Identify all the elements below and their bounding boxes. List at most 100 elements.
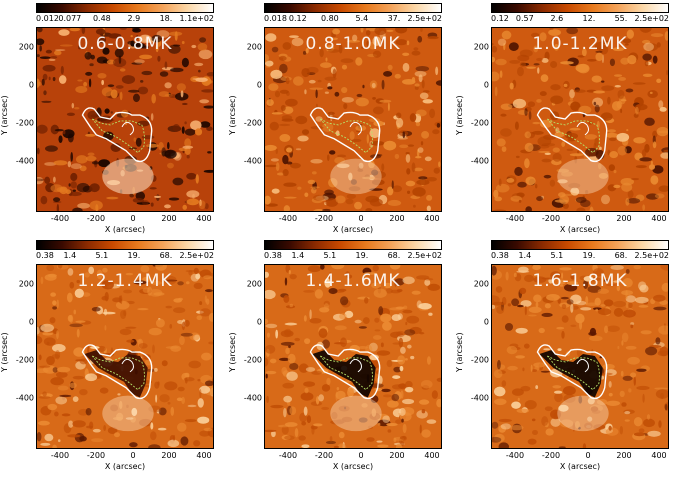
x-tick-label: -400 [50, 451, 70, 460]
panel-3: 0.12 0.57 2.6 12. 55. 2.5e+02 1.0-1.2MK 200 0 -20… [455, 0, 681, 237]
solar-image [492, 28, 668, 211]
x-tick-label: 0 [130, 451, 136, 460]
colorbar-tick-label: 19. [355, 251, 369, 260]
y-axis: 200 0 -200 -400 Y (arcsec) [455, 27, 489, 212]
y-tick-label: -400 [470, 156, 489, 166]
x-tick-label: 400 [196, 214, 212, 223]
x-axis-label: X (arcsec) [104, 462, 146, 471]
colorbar-tick-label: 37. [387, 14, 401, 23]
region-contour-inner [547, 355, 600, 391]
x-tick-label: 200 [161, 214, 177, 223]
colorbar-ticks: 0.38 1.4 5.1 19. 68. 2.5e+02 [491, 251, 669, 261]
y-tick-label: -200 [470, 118, 489, 128]
temperature-bin-label: 1.2-1.4MK [77, 271, 173, 291]
x-tick-label: 0 [358, 451, 364, 460]
colorbar-tick-label: 1.1e+02 [179, 14, 214, 23]
x-tick-label: 400 [196, 451, 212, 460]
y-axis: 200 0 -200 -400 Y (arcsec) [455, 264, 489, 449]
emission-measure-map: 1.2-1.4MK [36, 264, 214, 449]
colorbar [36, 3, 214, 13]
x-axis-label: X (arcsec) [559, 225, 601, 234]
solar-image [265, 265, 441, 448]
colorbar-tick-label: 0.38 [264, 251, 282, 260]
x-axis: -400 -200 0 200 400 [491, 451, 669, 461]
region-contour-inner [92, 118, 145, 154]
colorbar-tick-label: 19. [127, 251, 141, 260]
colorbar-tick-label: 0.80 [320, 14, 339, 23]
x-tick-label: -400 [278, 451, 298, 460]
colorbar-tick-label: 0.12 [491, 14, 509, 23]
emission-measure-map: 1.0-1.2MK [491, 27, 669, 212]
x-axis: -400 -200 0 200 400 [264, 214, 442, 224]
colorbar [264, 3, 442, 13]
x-tick-label: -400 [505, 451, 525, 460]
colorbar-tick-label: 2.5e+02 [407, 251, 442, 260]
y-tick-label: 200 [18, 42, 34, 52]
y-tick-label: 0 [28, 80, 34, 90]
colorbar-tick-label: 12. [582, 14, 596, 23]
colorbar-tick-label: 5.1 [323, 251, 337, 260]
x-tick-label: -200 [541, 451, 561, 460]
x-tick-label: -400 [278, 214, 298, 223]
region-contour-inner [92, 355, 145, 391]
region-contour-core [576, 358, 589, 373]
panel-4: 0.38 1.4 5.1 19. 68. 2.5e+02 1.2-1.4MK 200 0 -200… [0, 237, 226, 474]
colorbar-tick-label: 5.1 [95, 251, 109, 260]
panel-5: 0.38 1.4 5.1 19. 68. 2.5e+02 1.4-1.6MK 200 0 -200… [228, 237, 454, 474]
colorbar-tick-label: 19. [582, 251, 596, 260]
x-tick-label: 0 [130, 214, 136, 223]
x-tick-label: 200 [389, 451, 405, 460]
y-tick-label: 0 [28, 317, 34, 327]
colorbar-tick-label: 0.012 [36, 14, 59, 23]
y-tick-label: -200 [470, 355, 489, 365]
colorbar [264, 240, 442, 250]
y-tick-label: -400 [243, 156, 262, 166]
colorbar-tick-label: 1.4 [518, 251, 532, 260]
colorbar-tick-label: 18. [159, 14, 173, 23]
x-tick-label: -200 [86, 214, 106, 223]
y-tick-label: 0 [256, 317, 262, 327]
y-tick-label: 200 [473, 279, 489, 289]
x-axis-label: X (arcsec) [332, 462, 374, 471]
colorbar-tick-label: 0.57 [515, 14, 534, 23]
panel-6: 0.38 1.4 5.1 19. 68. 2.5e+02 1.6-1.8MK 200 0 -200… [455, 237, 681, 474]
y-tick-label: 0 [483, 317, 489, 327]
y-axis-label: Y (arcsec) [455, 332, 464, 372]
x-tick-label: 0 [358, 214, 364, 223]
y-tick-label: 200 [473, 42, 489, 52]
y-tick-label: -200 [243, 355, 262, 365]
y-tick-label: 200 [246, 279, 262, 289]
region-contour-outer [81, 344, 153, 400]
colorbar-tick-label: 68. [614, 251, 628, 260]
x-tick-label: 0 [585, 451, 591, 460]
colorbar [491, 240, 669, 250]
colorbar-tick-label: 2.5e+02 [634, 251, 669, 260]
x-axis-label: X (arcsec) [559, 462, 601, 471]
colorbar-tick-label: 0.48 [92, 14, 111, 23]
x-axis-label: X (arcsec) [332, 225, 374, 234]
y-axis-label: Y (arcsec) [0, 332, 9, 372]
solar-image [492, 265, 668, 448]
colorbar-tick-label: 68. [159, 251, 173, 260]
x-tick-label: -200 [541, 214, 561, 223]
colorbar-tick-label: 0.12 [288, 14, 307, 23]
region-contour-inner [320, 118, 373, 154]
colorbar-ticks: 0.38 1.4 5.1 19. 68. 2.5e+02 [36, 251, 214, 261]
colorbar-tick-label: 68. [387, 251, 401, 260]
x-tick-label: -400 [505, 214, 525, 223]
x-axis: -400 -200 0 200 400 [36, 451, 214, 461]
x-tick-label: 400 [424, 214, 440, 223]
solar-image [37, 28, 213, 211]
region-contour-core [121, 121, 134, 136]
x-tick-label: -200 [86, 451, 106, 460]
region-contour-outer [309, 344, 381, 400]
colorbar-tick-label: 0.018 [264, 14, 287, 23]
y-tick-label: 200 [18, 279, 34, 289]
colorbar-tick-label: 55. [614, 14, 628, 23]
colorbar-tick-label: 0.38 [491, 251, 509, 260]
region-contour-inner [547, 118, 600, 154]
x-tick-label: 200 [389, 214, 405, 223]
colorbar-tick-label: 2.6 [550, 14, 564, 23]
x-axis: -400 -200 0 200 400 [36, 214, 214, 224]
x-tick-label: -200 [314, 451, 334, 460]
